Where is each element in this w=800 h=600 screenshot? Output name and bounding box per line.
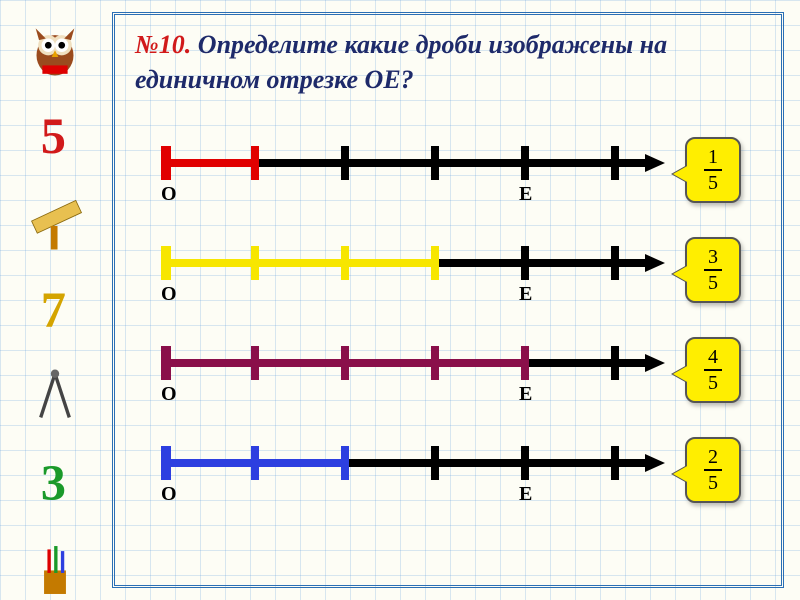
tick-mark <box>341 146 349 180</box>
fraction-value: 35 <box>687 239 739 301</box>
svg-text:7: 7 <box>41 282 66 338</box>
arrow-head-icon <box>645 254 665 272</box>
fraction-denominator: 5 <box>708 171 718 195</box>
tick-mark <box>431 246 439 280</box>
tick-mark <box>431 446 439 480</box>
fraction-callout: 45 <box>685 337 741 403</box>
tick-mark <box>341 246 349 280</box>
digit-7-icon: 7 <box>20 281 90 340</box>
fraction-numerator: 1 <box>708 145 718 169</box>
origin-label: O <box>161 383 177 406</box>
tick-mark <box>161 446 171 480</box>
fraction-value: 25 <box>687 439 739 501</box>
digit-3-icon: 3 <box>20 454 90 513</box>
fraction-denominator: 5 <box>708 371 718 395</box>
tick-mark <box>251 146 259 180</box>
main-content-frame: №10. Определите какие дроби изображены н… <box>112 12 784 588</box>
task-number: №10. <box>135 30 191 59</box>
extension-segment <box>615 259 645 267</box>
extension-segment <box>615 359 645 367</box>
svg-text:3: 3 <box>41 456 66 512</box>
arrow-head-icon <box>645 354 665 372</box>
fraction-numerator: 4 <box>708 345 718 369</box>
tick-mark <box>161 346 171 380</box>
number-line: O E 25 <box>145 445 745 505</box>
remaining-segment <box>345 459 615 467</box>
remaining-segment <box>525 359 615 367</box>
task-title: №10. Определите какие дроби изображены н… <box>115 15 781 105</box>
origin-label: O <box>161 183 177 206</box>
fraction-denominator: 5 <box>708 471 718 495</box>
tick-mark <box>161 146 171 180</box>
digit-5-icon: 5 <box>20 107 90 166</box>
end-label: E <box>519 383 532 406</box>
tick-mark <box>341 346 349 380</box>
arrow-head-icon <box>645 454 665 472</box>
origin-label: O <box>161 483 177 506</box>
tick-mark <box>521 246 529 280</box>
extension-segment <box>615 459 645 467</box>
tick-mark <box>341 446 349 480</box>
owl-icon <box>20 20 90 79</box>
fraction-callout: 15 <box>685 137 741 203</box>
origin-label: O <box>161 283 177 306</box>
compass-icon <box>20 367 90 426</box>
number-line: O E 15 <box>145 145 745 205</box>
tick-mark <box>251 246 259 280</box>
extension-segment <box>615 159 645 167</box>
number-line: O E 45 <box>145 345 745 405</box>
fraction-numerator: 3 <box>708 245 718 269</box>
filled-segment <box>165 259 435 267</box>
fraction-denominator: 5 <box>708 271 718 295</box>
task-text: Определите какие дроби изображены на еди… <box>135 30 667 94</box>
tick-mark <box>521 346 529 380</box>
left-decorative-rail: 5 7 3 <box>0 0 110 600</box>
tick-mark <box>521 146 529 180</box>
ruler-icon <box>20 194 90 253</box>
filled-segment <box>165 159 255 167</box>
tick-mark <box>521 446 529 480</box>
fraction-callout: 35 <box>685 237 741 303</box>
number-line: O E 35 <box>145 245 745 305</box>
end-label: E <box>519 483 532 506</box>
tick-mark <box>251 346 259 380</box>
fraction-callout: 25 <box>685 437 741 503</box>
number-lines-container: OE15OE35OE45OE25 <box>145 145 745 545</box>
svg-text:5: 5 <box>41 108 66 164</box>
end-label: E <box>519 183 532 206</box>
fraction-numerator: 2 <box>708 445 718 469</box>
pencil-cup-icon <box>20 541 90 600</box>
arrow-head-icon <box>645 154 665 172</box>
tick-mark <box>431 346 439 380</box>
tick-mark <box>431 146 439 180</box>
fraction-value: 15 <box>687 139 739 201</box>
tick-mark <box>161 246 171 280</box>
tick-mark <box>251 446 259 480</box>
fraction-value: 45 <box>687 339 739 401</box>
end-label: E <box>519 283 532 306</box>
